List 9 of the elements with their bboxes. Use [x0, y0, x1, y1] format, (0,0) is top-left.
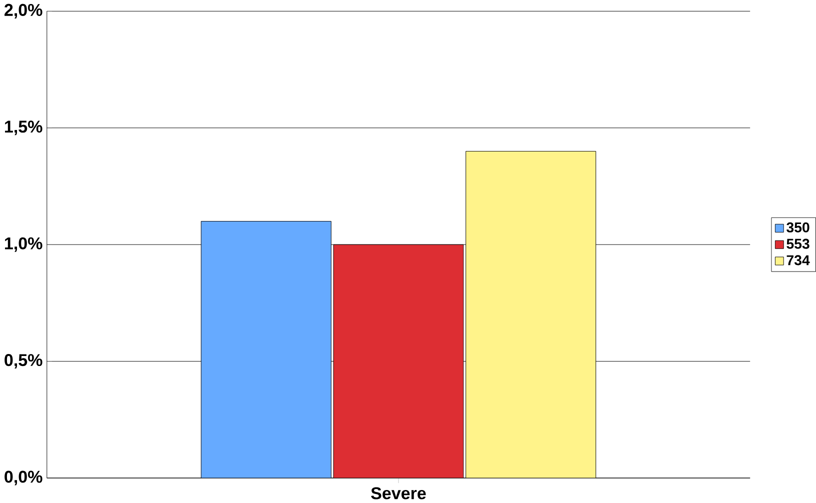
x-tick-label: Severe [371, 487, 426, 500]
y-tick-label: 0,5% [4, 354, 42, 368]
y-tick-label: 1,5% [5, 120, 42, 136]
legend-label: 350 [786, 222, 810, 232]
y-tick-label: 0,0% [4, 470, 42, 486]
legend-label: 734 [786, 255, 810, 266]
y-tick-label: 2,0% [4, 4, 42, 18]
y-tick-label: 1,0% [5, 237, 42, 252]
legend-label: 553 [786, 238, 810, 249]
